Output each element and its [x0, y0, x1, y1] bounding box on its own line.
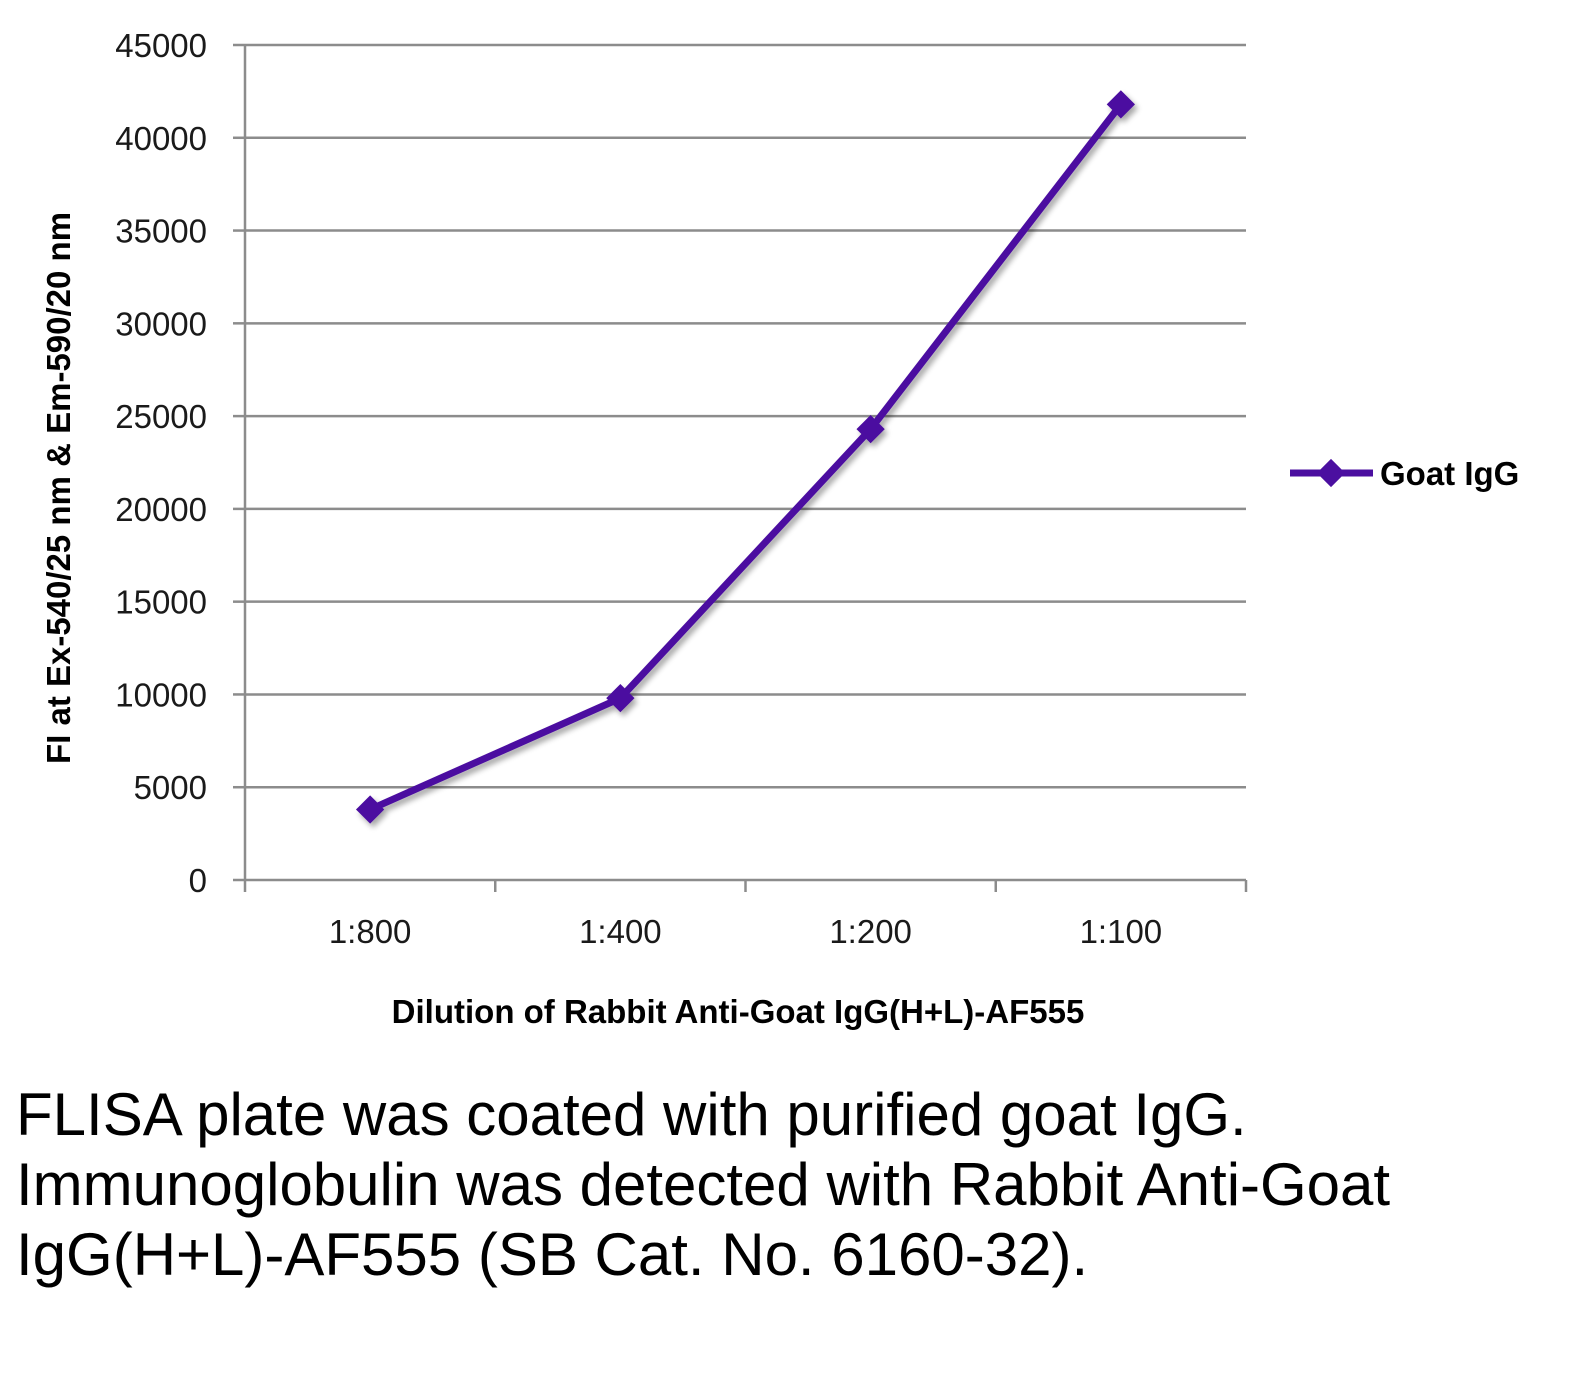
y-axis-title: FI at Ex-540/25 nm & Em-590/20 nm [40, 212, 77, 764]
y-tick-label: 25000 [115, 398, 207, 435]
data-point-marker [856, 414, 885, 444]
series-line [366, 100, 1125, 813]
line-chart: 0 5000 10000 15000 20000 25000 30000 35000 40000… [40, 27, 1519, 1030]
y-tick-label: 20000 [115, 491, 207, 528]
y-tick-label: 5000 [134, 769, 207, 806]
grid-lines [245, 43, 1246, 789]
legend-marker-swatch [1316, 458, 1346, 488]
data-point-marker [355, 795, 385, 824]
legend-label-goat-igg: Goat IgG [1380, 455, 1519, 492]
figure-caption: FLISA plate was coated with purified goa… [16, 1081, 1391, 1288]
y-tick-label: 35000 [115, 213, 207, 250]
x-tick-label: 1:400 [579, 913, 662, 950]
x-tick-label: 1:100 [1080, 913, 1163, 950]
series-goat-igg [355, 90, 1136, 824]
y-tick-labels: 0 5000 10000 15000 20000 25000 30000 35000 40000… [115, 27, 207, 899]
x-tick-labels: 1:800 1:400 1:200 1:100 [329, 913, 1162, 950]
y-tick-label: 45000 [115, 27, 207, 64]
axes [233, 43, 1248, 892]
x-axis-title: Dilution of Rabbit Anti-Goat IgG(H+L)-AF… [392, 993, 1085, 1030]
y-tick-label: 30000 [115, 305, 207, 342]
y-tick-label: 10000 [115, 676, 207, 713]
legend: Goat IgG [1290, 455, 1519, 492]
x-tick-label: 1:800 [329, 913, 412, 950]
data-point-marker [1106, 90, 1136, 119]
x-tick-label: 1:200 [829, 913, 912, 950]
y-tick-label: 15000 [115, 584, 207, 621]
y-tick-label: 0 [189, 862, 207, 899]
data-point-marker [606, 684, 635, 713]
y-tick-label: 40000 [115, 120, 207, 157]
